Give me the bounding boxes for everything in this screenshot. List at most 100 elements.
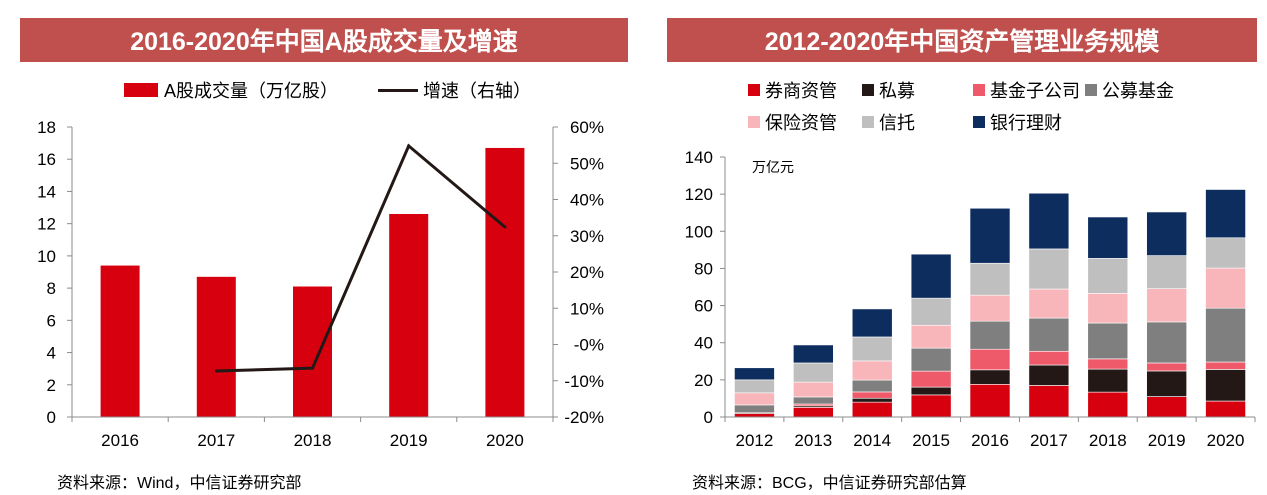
stack-segment-private-fund (851, 397, 893, 403)
x-tick-label: 2020 (1207, 431, 1245, 450)
source-note-left: 资料来源：Wind，中信证券研究部 (57, 475, 302, 492)
left-y-tick-label: 6 (47, 311, 56, 330)
stack-segment-broker-am (734, 413, 775, 418)
aum-chart-plot: 0 20 40 60 80 100 120 140 2012 2013 2014 2015 2016 20… (685, 148, 1256, 450)
left-y-tick-label: 10 (37, 247, 56, 266)
legend-swatch-fund-subsidiary (973, 84, 985, 96)
x-tick-label: 2013 (794, 431, 832, 450)
legend-swatch-bank-wmp (973, 116, 985, 128)
stack-segment-insurance-am (851, 360, 893, 381)
right-y-tick-label: -0% (574, 336, 604, 355)
left-y-tick-label: 0 (47, 408, 56, 427)
stack-segment-broker-am (1205, 400, 1246, 418)
y-tick-label: 140 (685, 148, 713, 167)
legend-swatch-insurance-am (748, 116, 760, 128)
left-y-tick-label: 12 (37, 215, 56, 234)
stack-segment-broker-am (1146, 396, 1187, 418)
stack-segment-fund-subsidiary (969, 348, 1011, 371)
stack-segment-insurance-am (1205, 267, 1246, 309)
stack-segment-insurance-am (734, 392, 775, 406)
x-tick-label: 2016 (971, 431, 1009, 450)
stack-segment-broker-am (851, 401, 893, 418)
left-y-tick-label: 18 (37, 118, 56, 137)
stack-segment-broker-am (1087, 391, 1129, 418)
stack-segment-trust (1087, 258, 1129, 294)
stack-segment-bank-wmp (1087, 216, 1129, 259)
right-y-tick-label: 50% (570, 154, 604, 173)
legend-swatch-volume (124, 83, 158, 97)
left-y-tick-label: 14 (37, 182, 56, 201)
stack-segment-bank-wmp (1205, 189, 1246, 239)
stack-segment-mutual-fund (1205, 307, 1246, 363)
stack-segment-mutual-fund (734, 404, 775, 413)
stack-segment-broker-am (910, 394, 952, 418)
legend-item-insurance-am: 保险资管 (748, 112, 837, 133)
legend-label-growth: 增速（右轴） (423, 81, 531, 101)
stack-segment-private-fund (969, 369, 1011, 385)
legend-item-trust: 信托 (862, 112, 915, 133)
x-tick-label: 2014 (853, 431, 891, 450)
volume-bar (485, 147, 525, 417)
volume-bar (293, 286, 332, 417)
volume-bar (100, 265, 140, 417)
stack-segment-trust (1205, 237, 1246, 269)
right-y-tick-label: 10% (570, 299, 604, 318)
x-tick-label: 2020 (486, 431, 524, 450)
legend-label-bank-wmp: 银行理财 (990, 113, 1062, 133)
right-y-tick-label: 40% (570, 191, 604, 210)
stack-segment-insurance-am (1028, 288, 1070, 319)
stack-segment-insurance-am (1087, 293, 1129, 324)
legend-item-fund-subsidiary: 基金子公司 (973, 80, 1080, 101)
stack-segment-bank-wmp (1028, 192, 1070, 250)
y-tick-label: 40 (694, 334, 713, 353)
aum-chart-title: 2012-2020年中国资产管理业务规模 (764, 28, 1160, 56)
volume-chart-title-banner: 2016-2020年中国A股成交量及增速 (20, 18, 628, 62)
left-y-tick-label: 2 (47, 376, 56, 395)
stack-segment-mutual-fund (793, 396, 834, 405)
volume-chart-plot: 0 2 4 6 8 10 12 14 16 18 -20% -10% -0% 10% 20% 30% 40% 50… (37, 118, 604, 450)
stack-segment-private-fund (1028, 364, 1070, 386)
stack-segment-trust (910, 297, 952, 326)
growth-point (407, 144, 411, 148)
stack-segment-broker-am (793, 407, 834, 418)
stack-segment-mutual-fund (969, 320, 1011, 350)
legend-swatch-broker-am (748, 84, 760, 96)
growth-point (503, 225, 507, 229)
stack-segment-bank-wmp (1146, 211, 1187, 256)
legend-item-bank-wmp: 银行理财 (973, 112, 1062, 133)
volume-chart-title: 2016-2020年中国A股成交量及增速 (130, 28, 518, 56)
stack-segment-insurance-am (910, 324, 952, 349)
legend-label-broker-am: 券商资管 (765, 81, 837, 101)
stack-segment-fund-subsidiary (910, 370, 952, 388)
stack-segment-private-fund (910, 386, 952, 396)
legend-swatch-growth (378, 88, 418, 92)
x-tick-label: 2012 (736, 431, 774, 450)
stack-segment-broker-am (1028, 385, 1070, 418)
stack-segment-trust (793, 362, 834, 383)
stack-segment-fund-subsidiary (851, 391, 893, 399)
x-tick-label: 2015 (912, 431, 950, 450)
x-tick-label: 2019 (390, 431, 428, 450)
stack-segment-insurance-am (1146, 288, 1187, 323)
right-y-tick-label: 60% (570, 118, 604, 137)
right-y-tick-label: -20% (564, 408, 604, 427)
stack-segment-fund-subsidiary (1146, 362, 1187, 372)
y-tick-label: 120 (685, 185, 713, 204)
stack-segment-private-fund (1087, 368, 1129, 393)
stack-segment-trust (969, 262, 1011, 296)
legend-item-growth: 增速（右轴） (378, 80, 531, 101)
legend-item-private-fund: 私募 (862, 80, 915, 101)
unit-label: 万亿元 (752, 160, 794, 176)
stack-segment-broker-am (969, 384, 1011, 418)
right-y-tick-label: 20% (570, 263, 604, 282)
stack-segment-mutual-fund (910, 347, 952, 372)
stack-segment-bank-wmp (910, 253, 952, 299)
legend-label-volume: A股成交量（万亿股） (164, 81, 339, 101)
x-tick-label: 2017 (197, 431, 235, 450)
stack-segment-mutual-fund (1028, 317, 1070, 352)
stack-segment-insurance-am (793, 381, 834, 398)
source-note-right: 资料来源：BCG，中信证券研究部估算 (692, 475, 967, 492)
left-y-tick-label: 16 (37, 150, 56, 169)
stack-segment-bank-wmp (793, 344, 834, 364)
